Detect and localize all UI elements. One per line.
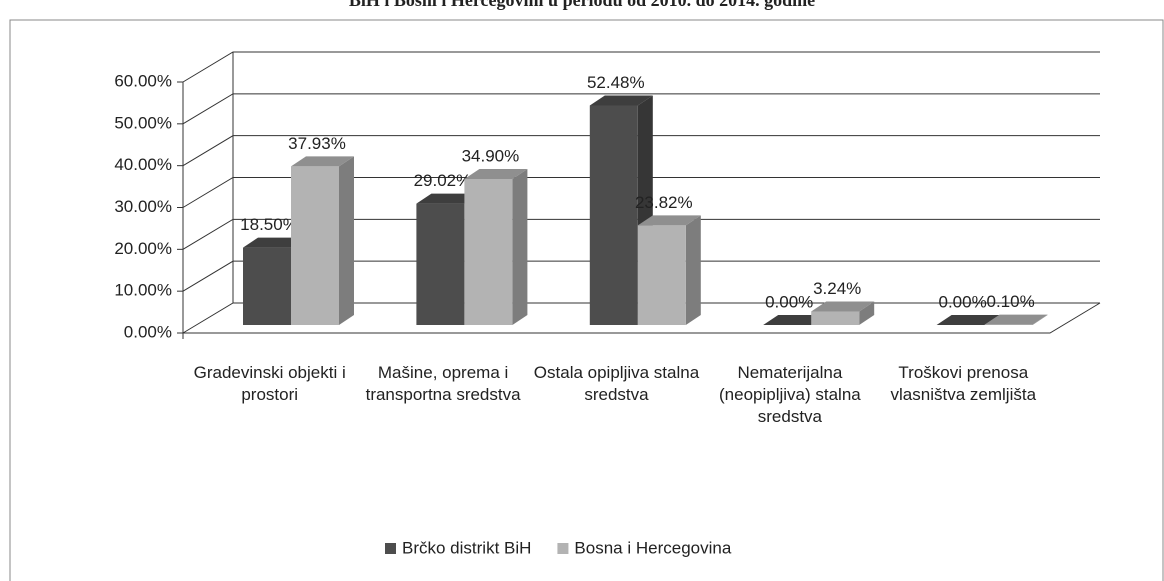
- data-label: 52.48%: [587, 73, 645, 92]
- data-label: 18.50%: [240, 215, 298, 234]
- bar-top: [811, 301, 875, 312]
- bar-top: [936, 315, 1000, 325]
- data-label: 0.00%: [938, 292, 986, 311]
- bar: [811, 301, 875, 325]
- bar: [589, 95, 653, 325]
- bar-front: [464, 179, 513, 325]
- grid-line: [182, 302, 1100, 334]
- grid-line: [182, 177, 1100, 208]
- y-tick-label: 0.00%: [124, 322, 172, 341]
- x-tick-label-box: Mašine, oprema i transportna sredstva: [365, 363, 521, 404]
- x-tick-label: Troškovi prenosa vlasništva zemljišta: [890, 363, 1037, 404]
- chart-title: BiH i Bosni i Hercegovini u periodu od 2…: [349, 0, 815, 10]
- bar-top: [416, 193, 480, 204]
- legend-label: Bosna i Hercegovina: [574, 538, 731, 557]
- bar-side: [339, 156, 354, 325]
- data-label: 23.82%: [635, 193, 693, 212]
- bar-front: [589, 105, 638, 325]
- x-tick-label: Mašine, oprema i transportna sredstva: [365, 363, 521, 404]
- x-tick-label-box: Ostala opipljiva stalna sredstva: [533, 363, 700, 404]
- x-tick-label-box: Troškovi prenosa vlasništva zemljišta: [890, 363, 1037, 404]
- bar-top: [984, 314, 1048, 325]
- y-tick-label: 10.00%: [114, 281, 172, 300]
- bar-front: [637, 225, 686, 325]
- bar-top: [291, 156, 354, 167]
- bar: [464, 169, 528, 325]
- bar: [984, 314, 1048, 325]
- bar-top: [589, 95, 653, 106]
- bar-side: [859, 301, 875, 325]
- y-tick-label: 50.00%: [114, 113, 172, 132]
- data-label: 29.02%: [414, 171, 472, 190]
- bar-front: [243, 247, 291, 325]
- bar: [637, 215, 701, 325]
- grid-line: [182, 260, 1100, 292]
- bar-front: [291, 166, 339, 325]
- bar-top: [637, 215, 701, 226]
- grid-line: [182, 218, 1100, 250]
- x-tick-label: Nematerijalna (neopipljiva) stalna sreds…: [719, 363, 861, 426]
- x-tick-label-box: Gradevinski objekti i prostori: [193, 363, 346, 404]
- bar-side: [1032, 314, 1048, 325]
- x-tick-label: Ostala opipljiva stalna sredstva: [533, 363, 700, 404]
- legend-swatch: [385, 543, 396, 554]
- legend-label: Brčko distrikt BiH: [402, 538, 531, 557]
- data-label: 34.90%: [462, 146, 520, 165]
- data-label: 0.00%: [765, 292, 813, 311]
- bar: [291, 156, 354, 325]
- bar-front: [811, 311, 860, 325]
- grid-line: [182, 51, 1100, 83]
- bar-side: [685, 215, 701, 325]
- y-tick-label: 20.00%: [114, 239, 172, 258]
- bar-top: [243, 237, 306, 248]
- bar-side: [512, 169, 528, 325]
- floor: [183, 302, 1101, 334]
- bar: [763, 315, 827, 325]
- x-tick-label: Gradevinski objekti i prostori: [193, 363, 346, 404]
- grid-line: [182, 135, 1100, 167]
- bar-front: [416, 203, 465, 325]
- bar-top: [464, 169, 528, 180]
- grid-line: [182, 93, 1100, 125]
- bar: [936, 315, 1000, 325]
- chart-frame: [9, 19, 1164, 581]
- y-tick-label: 30.00%: [114, 197, 172, 216]
- data-label: 0.10%: [986, 292, 1034, 311]
- y-tick-label: 40.00%: [114, 155, 172, 174]
- y-tick-label: 60.00%: [114, 71, 172, 90]
- legend-swatch: [557, 543, 569, 554]
- bar-top: [763, 315, 827, 325]
- data-label: 37.93%: [288, 134, 346, 153]
- data-label: 3.24%: [813, 279, 861, 298]
- x-tick-label-box: Nematerijalna (neopipljiva) stalna sreds…: [719, 363, 861, 426]
